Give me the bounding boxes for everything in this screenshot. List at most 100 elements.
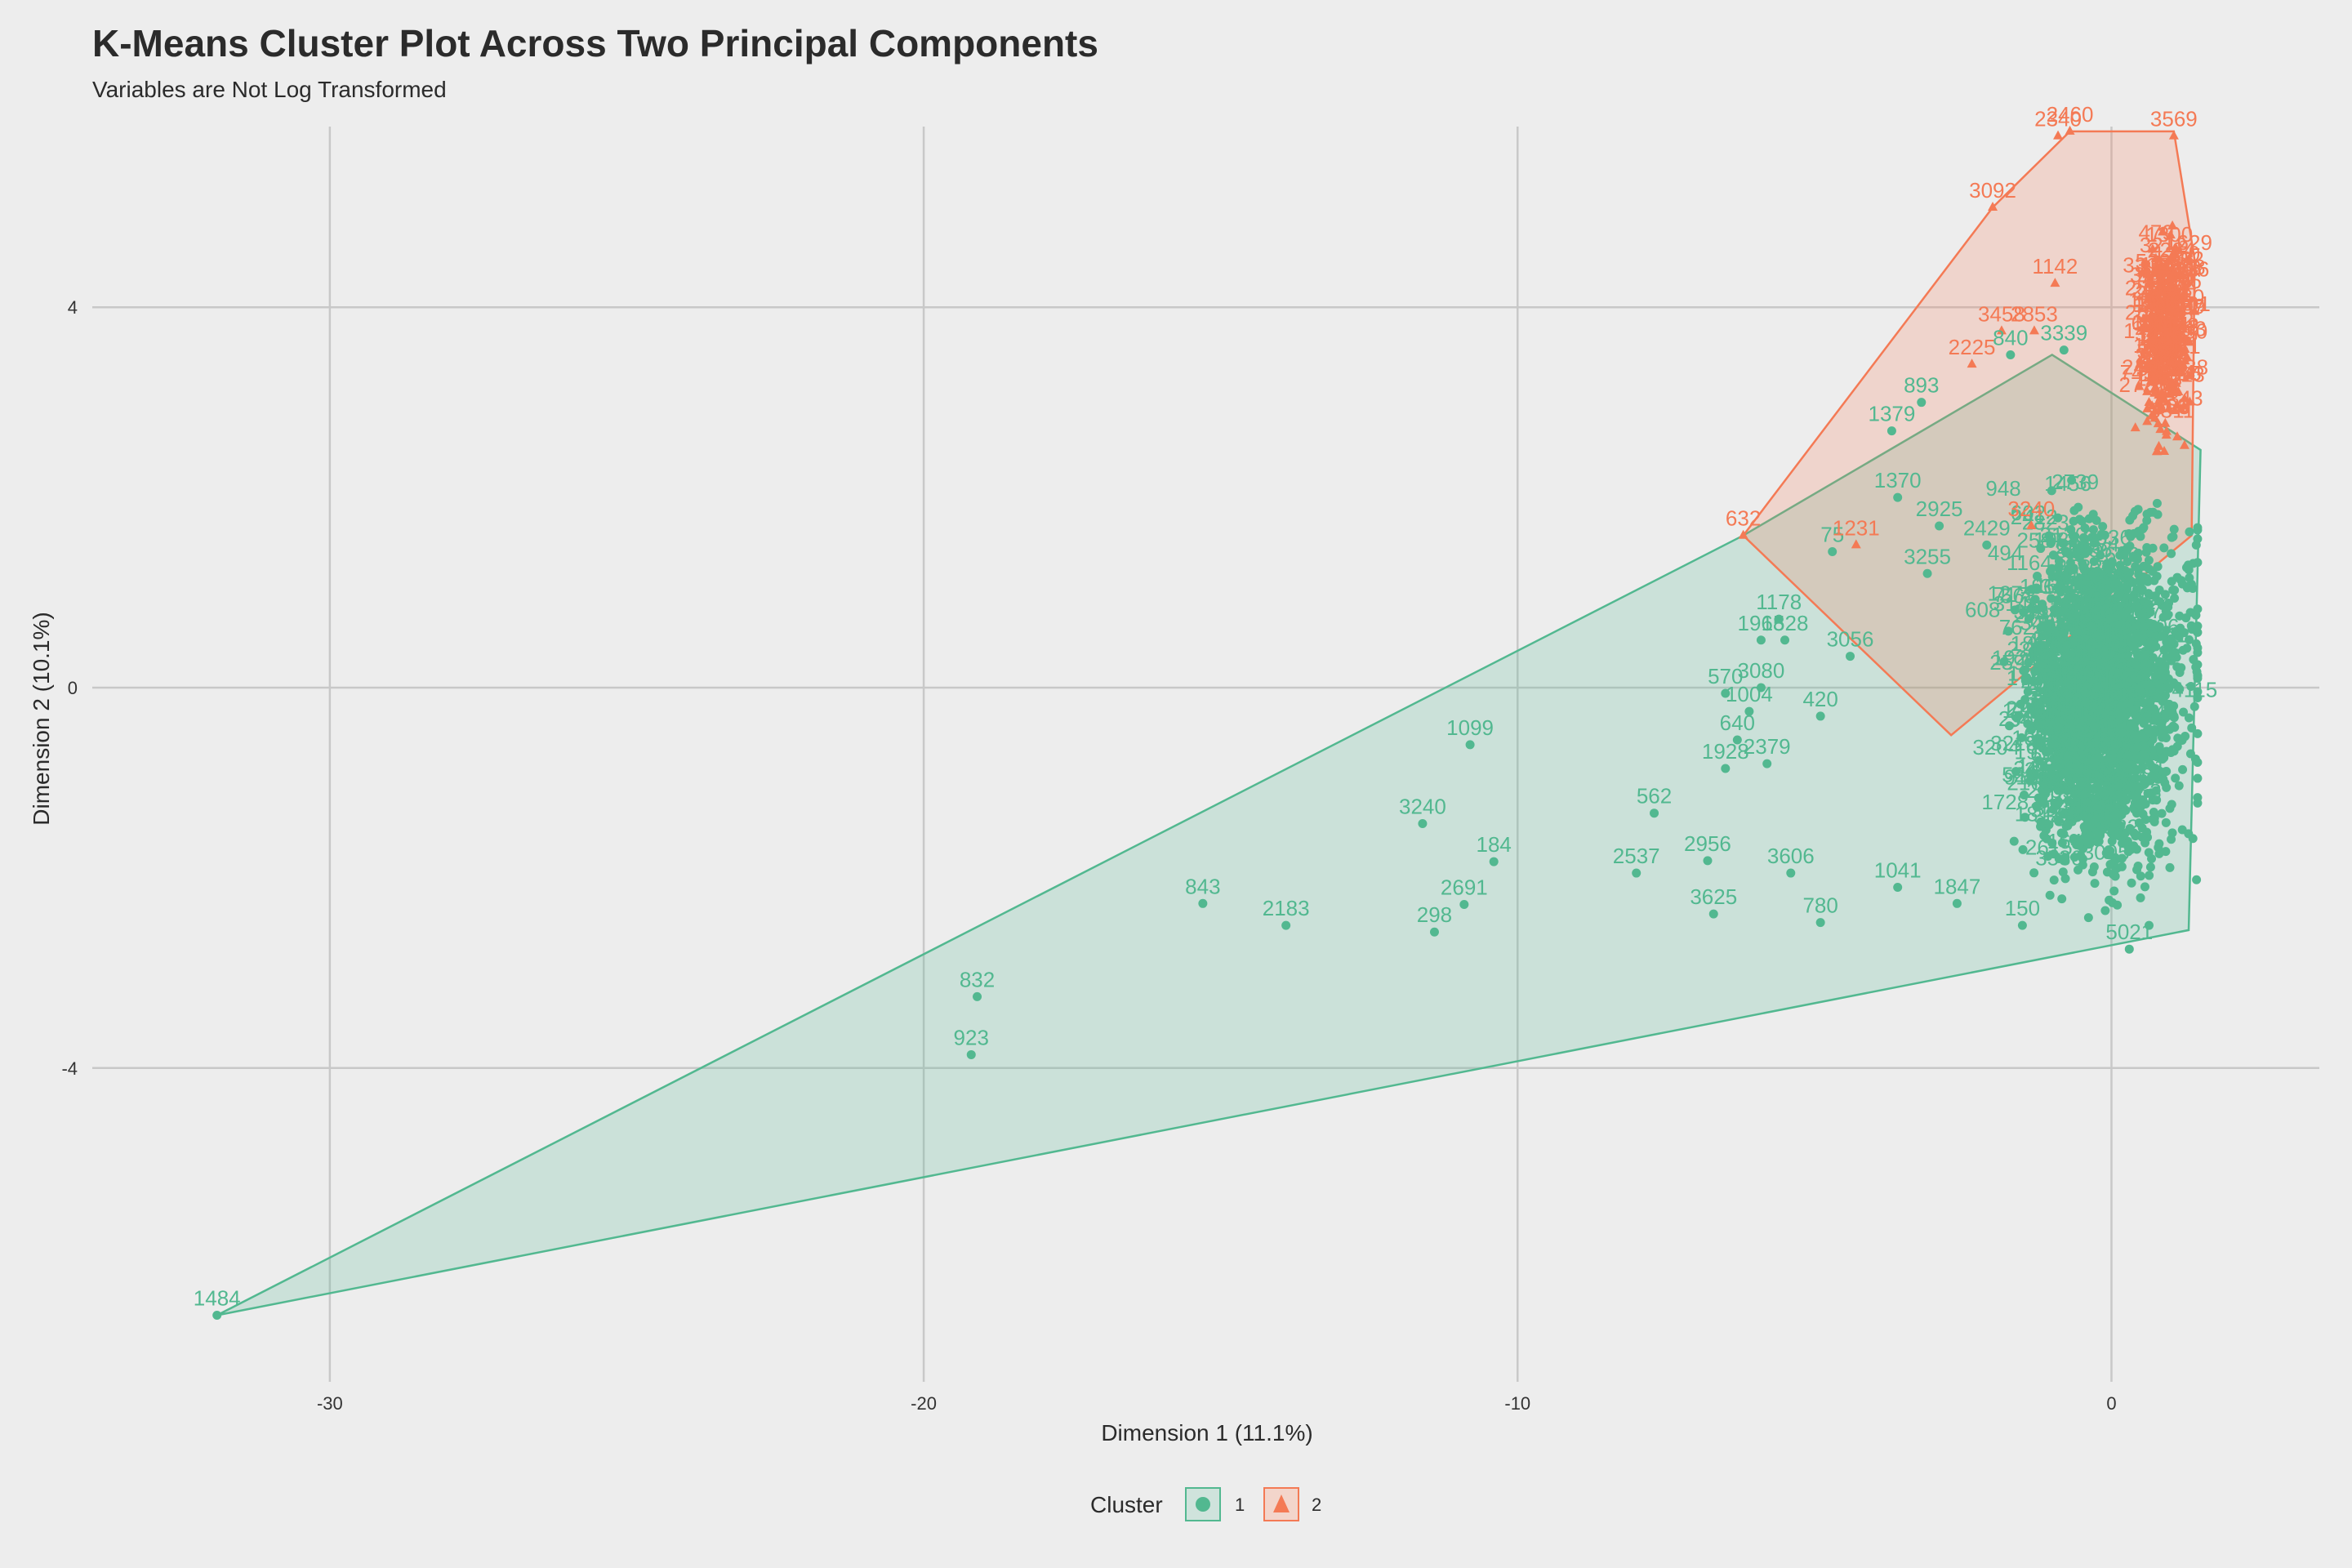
- cluster-1-point: [2107, 559, 2117, 568]
- cluster-1-point: [2033, 571, 2042, 581]
- cluster-1-point: [2162, 626, 2172, 635]
- cluster-1-point: [2169, 746, 2179, 756]
- cluster-1-point: [2114, 668, 2123, 678]
- point-label: 923: [954, 1025, 989, 1049]
- cluster-1-point: [2184, 829, 2194, 839]
- cluster-1-point: [2142, 573, 2152, 583]
- cluster-2-point: [2158, 287, 2169, 296]
- cluster-1-point: [2105, 895, 2114, 905]
- cluster-1-point: [2059, 345, 2069, 355]
- cloud-label: 3192: [2109, 590, 2156, 614]
- cluster-2-point: [2158, 361, 2168, 371]
- cluster-1-point: [2167, 532, 2176, 542]
- cluster-1-point: [2132, 791, 2141, 800]
- cluster-1-point: [2036, 544, 2046, 554]
- cluster-1-point: [2139, 716, 2149, 726]
- cluster-1-point: [2096, 550, 2105, 560]
- cluster-1-point: [2147, 746, 2157, 755]
- cloud-label: 452: [2083, 806, 2118, 831]
- cluster-1-point: [2171, 648, 2180, 657]
- cluster-2-point: [2185, 396, 2195, 406]
- legend-item-1[interactable]: 1: [1185, 1487, 1245, 1521]
- cluster-1-point: [2123, 581, 2132, 591]
- cluster-2-point: [2172, 431, 2183, 441]
- cluster-1-point: [2144, 920, 2154, 930]
- cloud-label: 1162: [2073, 791, 2118, 815]
- cluster-2-point: [2142, 403, 2153, 412]
- cluster-1-point: [2038, 796, 2047, 806]
- cluster-1-point: [2107, 710, 2117, 720]
- cluster-1-point: [2038, 599, 2047, 609]
- cluster-2-point: [2174, 343, 2185, 353]
- cluster-1-point: [2132, 555, 2142, 564]
- cluster-1-point: [2090, 879, 2100, 889]
- cluster-2-point: [2170, 248, 2180, 258]
- cluster-1-point: [2179, 707, 2189, 717]
- point-label: 3255: [1904, 544, 1951, 568]
- cluster-1-point: [2122, 592, 2132, 602]
- point-label: 2925: [1916, 497, 1963, 521]
- cluster-1-point: [2079, 617, 2089, 626]
- legend-item-2[interactable]: 2: [1263, 1487, 1321, 1521]
- cloud-label: 2094: [2074, 664, 2122, 688]
- point-label: 1928: [1702, 739, 1749, 764]
- cluster-1-point: [2098, 522, 2108, 532]
- cluster-1-point: [2046, 770, 2056, 780]
- cluster-1-point: [2137, 762, 2147, 772]
- point-label: 420: [1802, 687, 1838, 711]
- cluster-1-point: [2169, 524, 2179, 534]
- point-label: 1099: [1446, 715, 1494, 740]
- cluster-2-point: [2161, 430, 2172, 439]
- cluster-1-point: [2140, 778, 2150, 788]
- cluster-1-point: [2019, 666, 2029, 675]
- cloud-label: 526: [2002, 763, 2037, 787]
- cluster-2-point: [2130, 422, 2140, 432]
- cloud-label: 3456: [2078, 661, 2125, 685]
- cluster-1-point: [2050, 730, 2060, 740]
- cloud-label: 2189: [2071, 651, 2118, 675]
- cluster-1-point: [2044, 719, 2054, 729]
- cloud-label: 1223: [2047, 710, 2095, 735]
- cluster-1-point: [2178, 764, 2188, 774]
- cluster-1-point: [2114, 584, 2124, 594]
- cluster-2-point: [2155, 424, 2166, 434]
- cluster-1-point: [2080, 549, 2090, 559]
- cluster-1-point: [1917, 398, 1927, 408]
- cluster-1-point: [2096, 755, 2105, 764]
- cluster-2-point: [2153, 300, 2163, 310]
- cluster-1-point: [2162, 652, 2172, 662]
- point-label: 780: [1802, 893, 1838, 918]
- cluster-1-point: [2009, 836, 2019, 846]
- cluster-1-point: [1703, 856, 1713, 866]
- cloud-label: 3253: [2068, 680, 2115, 705]
- point-label: 2853: [2011, 301, 2058, 326]
- cloud-label: 1923: [1992, 645, 2039, 670]
- cluster-1-point: [2143, 788, 2153, 798]
- cluster-1-point: [2090, 690, 2100, 700]
- cluster-1-point: [2123, 750, 2132, 760]
- cluster-1-point: [2063, 641, 2073, 651]
- cluster-2-point: [2184, 336, 2194, 346]
- cluster-1-point: [2142, 515, 2152, 525]
- cluster-1-point: [1815, 711, 1825, 721]
- cluster-1-point: [2016, 733, 2026, 742]
- cluster-1-point: [2185, 527, 2194, 537]
- point-label: 2537: [1613, 844, 1660, 868]
- cluster-1-point: [2018, 844, 2028, 854]
- cluster-1-point: [2078, 559, 2087, 568]
- cluster-1-point: [2145, 637, 2154, 647]
- cluster-1-point: [1489, 857, 1499, 866]
- cluster-1-point: [1999, 657, 2009, 666]
- cluster-2-point: [2152, 309, 2163, 318]
- cluster-1-point: [2117, 639, 2127, 649]
- cluster-1-point: [2145, 759, 2155, 768]
- point-label: 3569: [2150, 107, 2198, 131]
- cluster-1-point: [2114, 827, 2123, 837]
- cloud-label: 2927: [2096, 757, 2144, 782]
- cluster-1-point: [2148, 686, 2158, 696]
- cluster-1-point: [2090, 605, 2100, 615]
- point-label: 2183: [1263, 896, 1310, 920]
- cluster-1-point: [2132, 754, 2141, 764]
- cloud-label: 2143: [2091, 670, 2139, 695]
- cluster-1-point: [2051, 629, 2061, 639]
